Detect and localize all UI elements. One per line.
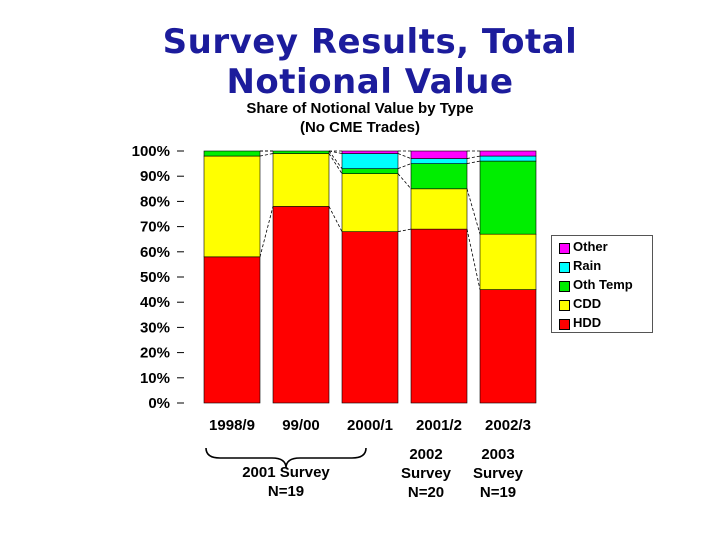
chart-subtitle: (No CME Trades)	[299, 119, 420, 136]
bar-1998-9-cdd	[203, 155, 261, 258]
connector-rain-3	[466, 155, 481, 159]
y-tick-label-8: 80%	[140, 193, 170, 210]
slide-title-line-1: Survey Results, Total	[162, 22, 578, 62]
legend-swatch-hdd	[559, 319, 570, 330]
connector-hdd-2	[397, 228, 412, 233]
survey-2003-line-3: N=19	[479, 484, 517, 501]
bar-2000-1-other	[341, 150, 399, 154]
connector-rain-2	[397, 153, 412, 159]
y-tick-label-7: 70%	[140, 219, 170, 236]
y-tick-label-1: 10%	[140, 370, 170, 387]
x-label-2001-2: 2001/2	[416, 417, 462, 434]
y-tick-label-4: 40%	[140, 294, 170, 311]
survey-2002-line-3: N=20	[407, 484, 445, 501]
survey-brace	[205, 447, 367, 469]
bars	[203, 150, 537, 404]
bar-1998-9-oth-temp	[203, 150, 261, 157]
y-tick-label-2: 20%	[140, 345, 170, 362]
bar-2001-2-rain	[410, 158, 468, 164]
legend-label-hdd: HDD	[573, 315, 602, 330]
slide-title: Survey Results, Total Notional Value	[110, 22, 630, 102]
legend-swatch-oth-temp	[559, 281, 570, 292]
x-axis-labels: 1998/9 99/00 2000/1 2001/2 2002/3	[209, 417, 531, 434]
legend-label-rain: Rain	[573, 258, 602, 273]
bar-1998-9-hdd	[203, 256, 261, 404]
bar-99-00-cdd	[272, 153, 330, 207]
bar-2002-3-rain	[479, 155, 537, 162]
legend-label-other: Other	[573, 239, 608, 254]
connector-cdd-2	[397, 173, 412, 190]
bar-2001-2-cdd	[410, 188, 468, 230]
bar-2000-1-hdd	[341, 231, 399, 404]
legend-label-cdd: CDD	[573, 296, 602, 311]
connector-cdd-0	[259, 153, 274, 157]
chart-title-main: Share of Notional Value by Type	[246, 100, 474, 117]
x-label-1998-9: 1998/9	[209, 417, 255, 434]
survey-2002-line-1: 2002	[409, 446, 443, 463]
survey-2003-line-1: 2003	[481, 446, 515, 463]
bar-2002-3-cdd	[479, 233, 537, 290]
x-label-99-00: 99/00	[282, 417, 320, 434]
bar-2002-3-hdd	[479, 289, 537, 404]
y-tick-label-3: 30%	[140, 319, 170, 336]
connector-lines	[259, 150, 481, 290]
survey-2001-line-1: 2001 Survey	[242, 464, 330, 481]
connector-rain-1	[328, 150, 343, 154]
bar-2001-2-oth-temp	[410, 163, 468, 190]
bar-2002-3-other	[479, 150, 537, 157]
survey-2003-line-2: Survey	[472, 465, 524, 482]
y-tick-label-10: 100%	[132, 143, 170, 160]
bar-2002-3-oth-temp	[479, 160, 537, 235]
y-axis: 0% 10% 20% 30% 40% 50% 60% 70% 80% 90% 100%	[132, 143, 184, 412]
connector-oth-temp-1	[328, 150, 343, 169]
survey-label-2003: 2003 Survey N=19	[464, 445, 532, 502]
survey-2002-line-2: Survey	[400, 465, 452, 482]
survey-2001-line-2: N=19	[267, 483, 305, 500]
bar-2001-2-other	[410, 150, 468, 159]
survey-label-2001: 2001 Survey N=19	[222, 463, 350, 501]
connector-hdd-1	[328, 206, 343, 232]
connector-cdd-3	[466, 188, 481, 235]
chart-title: Share of Notional Value by Type (No CME …	[200, 99, 520, 137]
bar-2000-1-oth-temp	[341, 168, 399, 174]
bar-2000-1-rain	[341, 153, 399, 169]
x-label-2002-3: 2002/3	[485, 417, 531, 434]
bar-2000-1-cdd	[341, 173, 399, 232]
y-tick-label-5: 50%	[140, 269, 170, 286]
legend-label-oth-temp: Oth Temp	[573, 277, 633, 292]
y-tick-label-0: 0%	[148, 395, 170, 412]
bar-2001-2-hdd	[410, 228, 468, 404]
bar-99-00-oth-temp	[272, 150, 330, 154]
survey-label-2002: 2002 Survey N=20	[392, 445, 460, 502]
connector-cdd-1	[328, 153, 343, 174]
y-tick-label-6: 60%	[140, 244, 170, 261]
connector-oth-temp-3	[466, 160, 481, 164]
connector-oth-temp-2	[397, 163, 412, 170]
legend-swatch-rain	[559, 262, 570, 273]
slide-title-line-2: Notional Value	[226, 62, 514, 102]
y-tick-label-9: 90%	[140, 168, 170, 185]
legend: Other Rain Oth Temp CDD HDD	[551, 235, 653, 333]
bar-99-00-hdd	[272, 206, 330, 404]
legend-swatch-cdd	[559, 300, 570, 311]
x-label-2000-1: 2000/1	[347, 417, 393, 434]
legend-swatch-other	[559, 243, 570, 254]
connector-hdd-3	[466, 229, 481, 290]
connector-hdd-0	[259, 206, 274, 257]
